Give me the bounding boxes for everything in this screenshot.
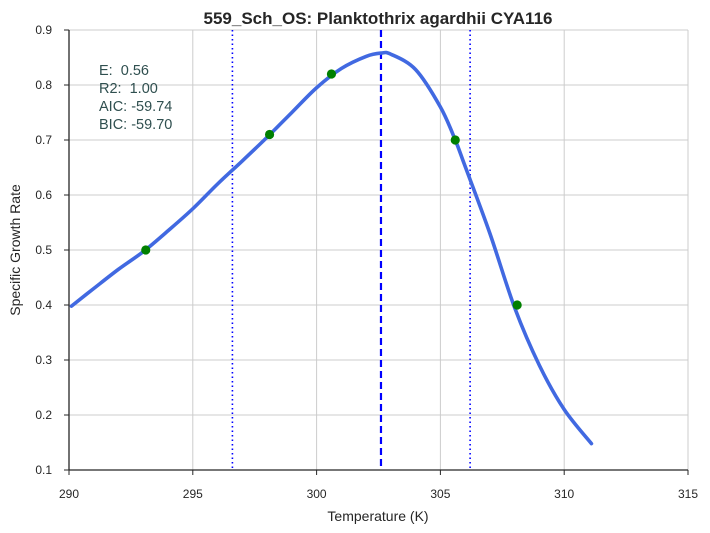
x-tick-label: 305 bbox=[430, 487, 450, 501]
data-point bbox=[264, 129, 275, 140]
data-point bbox=[141, 245, 151, 255]
y-tick-label: 0.9 bbox=[35, 23, 52, 37]
chart-title: 559_Sch_OS: Planktothrix agardhii CYA116 bbox=[204, 9, 553, 28]
observed-points-group bbox=[141, 69, 522, 310]
y-axis-label: Specific Growth Rate bbox=[7, 184, 23, 316]
x-tick-label: 295 bbox=[183, 487, 203, 501]
annotation-aic: AIC: -59.74 bbox=[99, 99, 172, 115]
fit-stats-annotation: E: 0.56 R2: 1.00 AIC: -59.74 BIC: -59.70 bbox=[99, 63, 172, 133]
axes bbox=[64, 29, 689, 475]
annotation-bic: BIC: -59.70 bbox=[99, 117, 172, 133]
y-tick-label: 0.1 bbox=[35, 463, 52, 477]
tick-labels: 290 295 300 305 310 315 0.1 0.2 0.3 0.4 0.5 0.6 0.7 0… bbox=[35, 23, 698, 501]
x-tick-label: 290 bbox=[59, 487, 79, 501]
y-tick-label: 0.2 bbox=[35, 408, 52, 422]
x-tick-label: 310 bbox=[554, 487, 574, 501]
y-tick-label: 0.7 bbox=[35, 133, 52, 147]
x-axis-label: Temperature (K) bbox=[327, 508, 428, 524]
y-tick-label: 0.8 bbox=[35, 78, 52, 92]
y-tick-label: 0.6 bbox=[35, 188, 52, 202]
annotation-e: E: 0.56 bbox=[99, 63, 149, 79]
x-tick-label: 300 bbox=[307, 487, 327, 501]
y-tick-label: 0.5 bbox=[35, 243, 52, 257]
data-point bbox=[450, 135, 460, 145]
fit-curve-line bbox=[69, 50, 594, 446]
data-point bbox=[512, 300, 522, 310]
y-tick-label: 0.4 bbox=[35, 298, 52, 312]
annotation-r2: R2: 1.00 bbox=[99, 81, 158, 97]
data-point bbox=[326, 69, 337, 79]
y-tick-label: 0.3 bbox=[35, 353, 52, 367]
reference-lines bbox=[231, 30, 471, 470]
fit-curve-group bbox=[69, 50, 594, 446]
x-tick-label: 315 bbox=[678, 487, 698, 501]
grid-lines bbox=[68, 29, 689, 471]
